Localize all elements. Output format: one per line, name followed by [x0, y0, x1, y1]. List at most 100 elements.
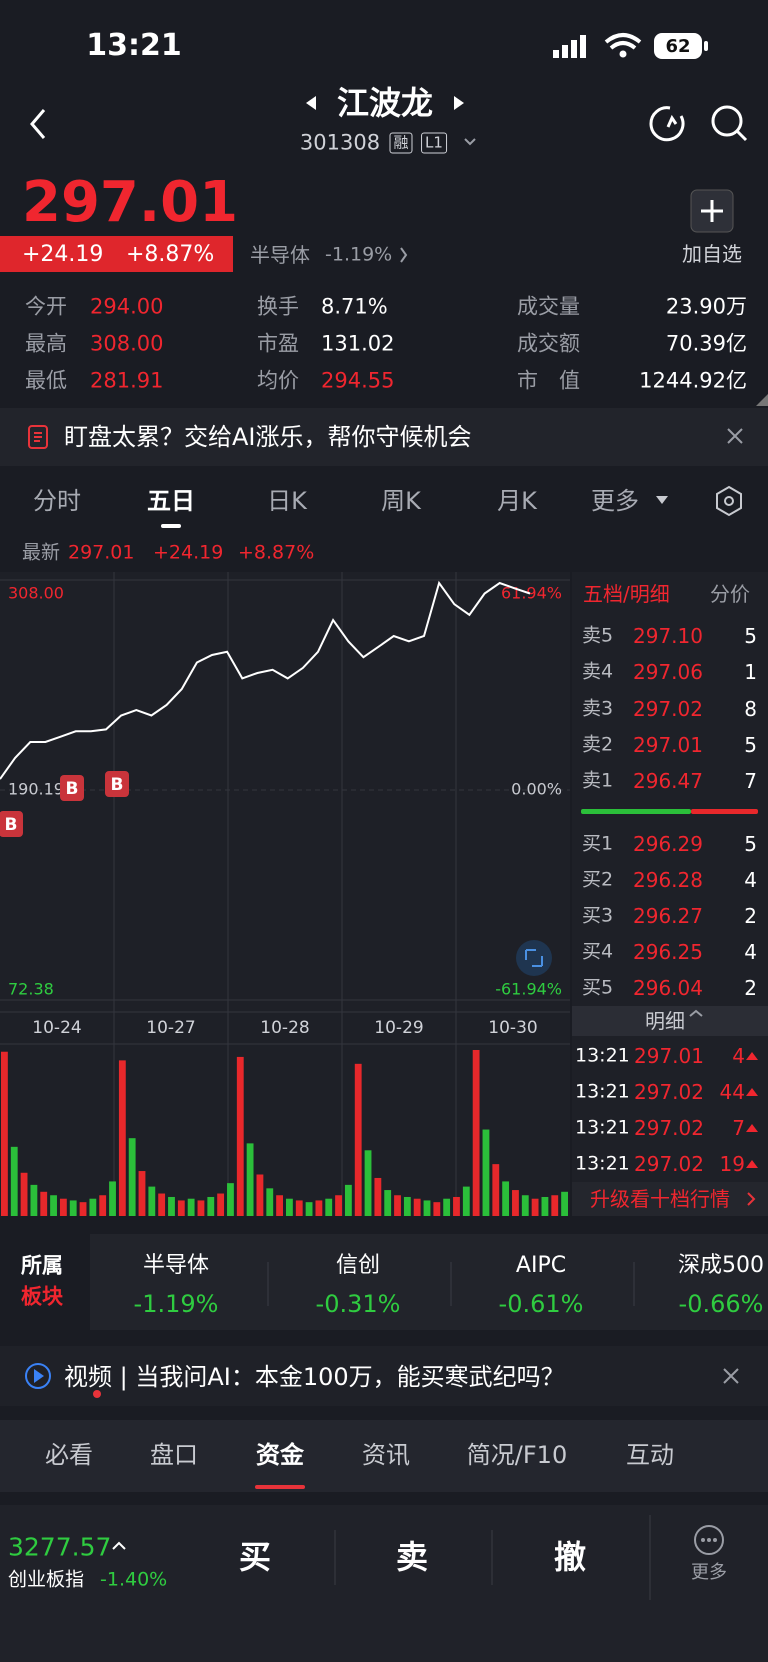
chart-tab[interactable]: 月K — [497, 487, 537, 515]
stat-label: 换手 — [257, 294, 299, 319]
trade-arrow — [746, 1052, 758, 1060]
volume-bar — [168, 1196, 175, 1216]
volume-bar — [335, 1195, 342, 1216]
code-chevron[interactable] — [464, 138, 476, 146]
banner-text[interactable]: 盯盘太累？交给AI涨乐，帮你守候机会 — [64, 423, 472, 451]
add-watch[interactable]: 加自选 — [682, 242, 742, 266]
volume-bar — [325, 1198, 333, 1216]
book-level: 买3 — [582, 904, 614, 927]
book-tab[interactable]: 分价 — [710, 582, 750, 606]
trade-marker-label: B — [66, 779, 79, 799]
chart-tab[interactable]: 五日 — [147, 487, 195, 515]
prev-stock[interactable] — [306, 96, 316, 110]
volume-bar — [69, 1200, 77, 1216]
video-text[interactable]: 视频 | 当我问AI：本金100万，能买寒武纪吗？ — [64, 1363, 565, 1391]
more-caret — [656, 496, 668, 504]
book-level: 卖5 — [582, 624, 614, 647]
sector-item-name[interactable]: 半导体 — [142, 1253, 210, 1278]
stat-value: 8.71% — [321, 294, 388, 319]
chart-tab[interactable]: 日K — [267, 487, 307, 515]
sector-chevron[interactable] — [400, 247, 408, 263]
battery-level: 62 — [665, 36, 691, 57]
buy-button[interactable]: 买 — [238, 1538, 272, 1576]
volume-bar — [197, 1200, 205, 1216]
more-label[interactable]: 更多 — [691, 1562, 727, 1583]
sector-name[interactable]: 半导体 — [250, 243, 310, 267]
change-badge — [0, 236, 233, 272]
bottom-tab[interactable]: 盘口 — [150, 1441, 198, 1469]
trade-price: 297.01 — [634, 1044, 704, 1068]
volume-bar — [89, 1198, 97, 1216]
bottom-tab[interactable]: 简况/F10 — [466, 1441, 568, 1469]
sector-label: 所属 — [21, 1253, 63, 1278]
tag: L1 — [421, 132, 447, 154]
refresh-mark — [666, 114, 678, 128]
sector-item-name[interactable]: 信创 — [335, 1253, 381, 1278]
close-banner[interactable] — [727, 428, 743, 444]
stat-value: 131.02 — [321, 331, 395, 356]
back[interactable] — [30, 109, 46, 139]
bottom-tab[interactable]: 互动 — [626, 1441, 674, 1469]
book-volume: 8 — [744, 696, 757, 721]
book-volume: 4 — [744, 868, 757, 892]
upgrade-chevron[interactable] — [747, 1192, 756, 1206]
volume-bar — [256, 1174, 264, 1216]
volume-bar — [40, 1191, 48, 1216]
stat-label: 最高 — [25, 331, 67, 356]
more-dots — [701, 1538, 717, 1542]
chart-tab[interactable]: 周K — [381, 487, 421, 515]
book-volume: 2 — [744, 976, 757, 1000]
sector-label: 板块 — [21, 1284, 63, 1309]
upgrade-bg — [572, 1182, 768, 1216]
volume-bar — [158, 1193, 166, 1216]
fullscreen[interactable] — [516, 940, 552, 976]
refresh[interactable] — [649, 106, 685, 142]
volume-bar — [403, 1196, 411, 1216]
volume-bar — [227, 1183, 234, 1216]
detail-chevron[interactable] — [689, 1009, 703, 1017]
chart-tab[interactable]: 分时 — [33, 487, 81, 515]
sector-item-name[interactable]: AIPC — [515, 1253, 567, 1278]
settings[interactable] — [716, 485, 742, 517]
index-value: 3277.57 — [8, 1532, 112, 1562]
bottom-tab[interactable]: 必看 — [45, 1441, 93, 1469]
index-pct: -1.40% — [100, 1568, 168, 1591]
volume-bar — [344, 1184, 352, 1216]
stat-value: 308.00 — [90, 331, 164, 356]
upgrade[interactable]: 升级看十档行情 — [590, 1187, 730, 1211]
x-tick-label: 10-29 — [374, 1018, 423, 1038]
x-tick-label: 10-27 — [146, 1018, 195, 1038]
stat-label: 今开 — [25, 294, 67, 319]
more-icon[interactable] — [694, 1525, 724, 1555]
bottom-tab[interactable]: 资讯 — [362, 1441, 410, 1469]
ratio-red — [691, 809, 758, 814]
stat-label: 成交量 — [517, 294, 580, 319]
volume-bar — [79, 1202, 87, 1216]
next-stock[interactable] — [454, 96, 464, 110]
cancel-button[interactable]: 撤 — [553, 1538, 587, 1576]
book-volume: 5 — [744, 732, 757, 757]
volume-bar — [20, 1172, 28, 1216]
volume-bar — [541, 1196, 549, 1216]
bottom-tab[interactable]: 资金 — [256, 1441, 304, 1469]
book-volume: 5 — [744, 624, 757, 648]
trade-volume: 19 — [719, 1152, 745, 1176]
change: +24.19 — [22, 242, 104, 267]
expand-corner — [756, 394, 768, 406]
search[interactable] — [711, 105, 743, 137]
sell-button[interactable]: 卖 — [395, 1538, 429, 1576]
book-price: 297.06 — [633, 660, 703, 685]
change-pct: +8.87% — [126, 242, 215, 267]
sector-item-name[interactable]: 深成500 — [678, 1253, 764, 1278]
latest-change: +24.19 — [153, 541, 224, 564]
detail-label[interactable]: 明细 — [645, 1009, 685, 1033]
banner-icon — [28, 425, 48, 449]
volume-bar — [531, 1198, 539, 1216]
close-video[interactable] — [723, 1368, 739, 1384]
volume-bar — [217, 1193, 225, 1216]
sector-separators — [267, 1262, 635, 1306]
chart-tab[interactable]: 更多 — [591, 487, 639, 515]
trade-time: 13:21 — [575, 1080, 630, 1103]
sector-item-pct: -1.19% — [133, 1290, 219, 1318]
